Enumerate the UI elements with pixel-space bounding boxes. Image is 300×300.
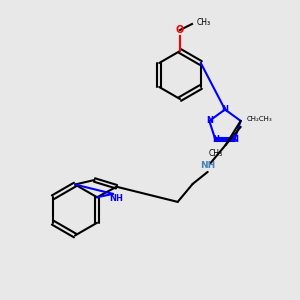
Text: NH: NH [200, 161, 215, 170]
Text: CH₃: CH₃ [196, 18, 211, 27]
Text: CH₂CH₃: CH₂CH₃ [247, 116, 272, 122]
Text: O: O [176, 25, 184, 35]
Text: CH₃: CH₃ [208, 149, 222, 158]
Text: NH: NH [109, 194, 123, 203]
Text: N: N [212, 135, 219, 144]
Text: N: N [206, 116, 213, 125]
Text: N: N [231, 135, 238, 144]
Text: N: N [221, 105, 229, 114]
